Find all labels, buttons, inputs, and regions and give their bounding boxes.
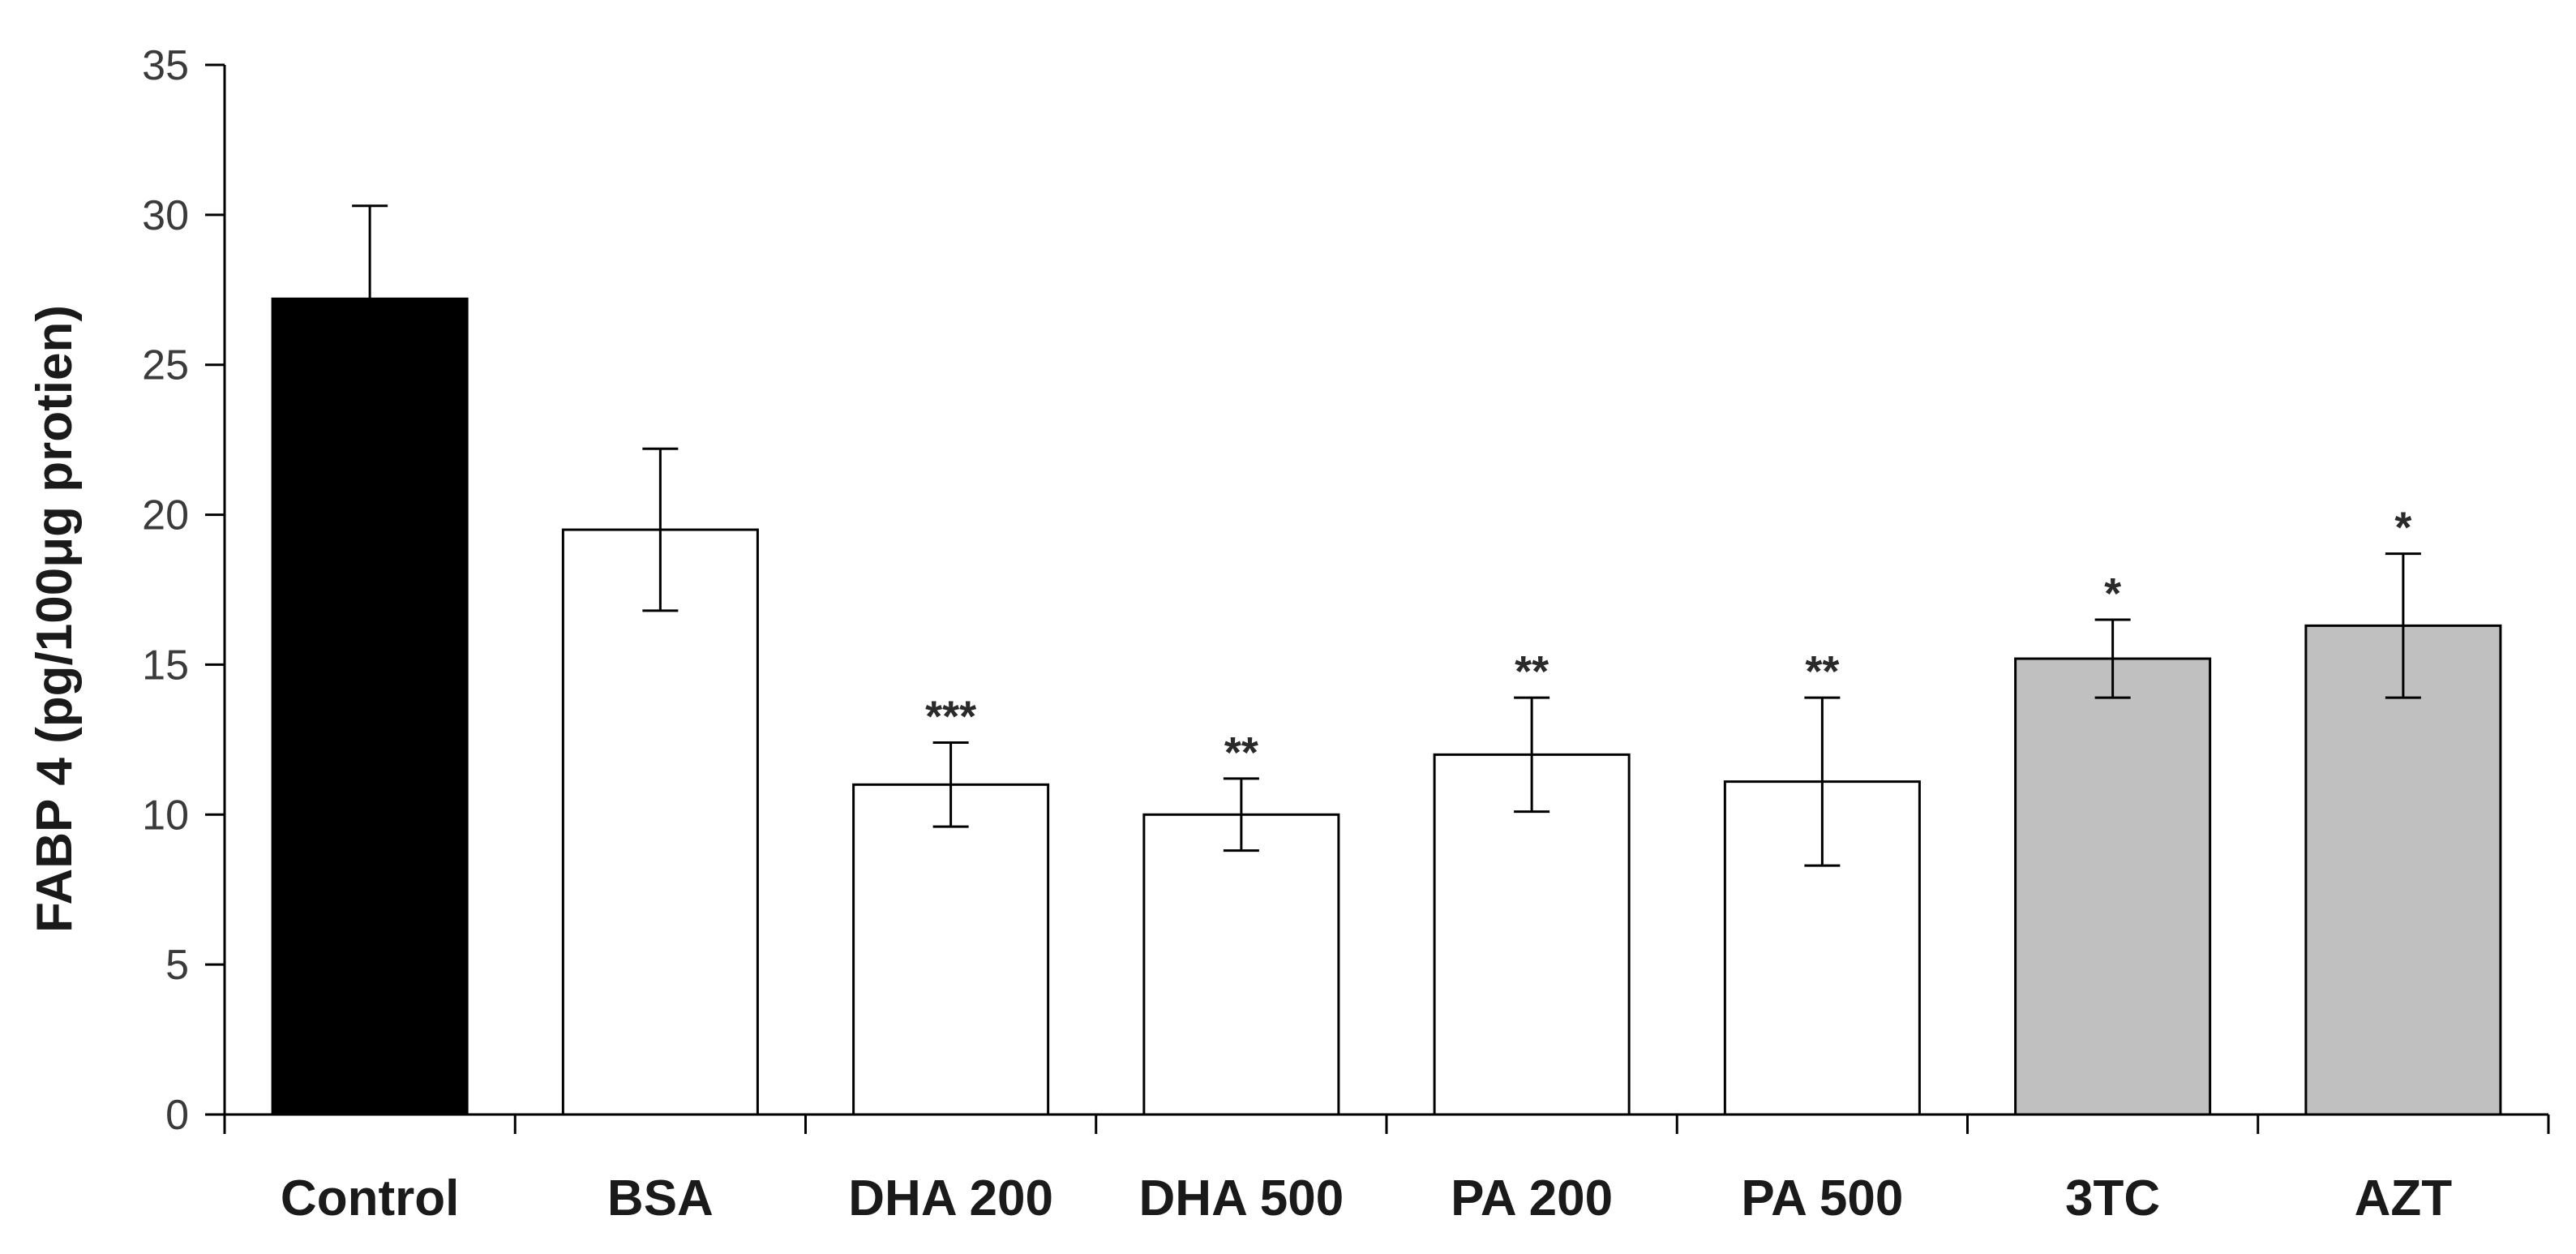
x-tick-label: DHA 200 — [848, 1170, 1053, 1226]
significance-marker: ** — [1224, 728, 1258, 777]
bar-bsa — [561, 528, 759, 1116]
y-tick-label: 30 — [142, 192, 189, 239]
bar-azt — [2304, 624, 2502, 1116]
significance-marker: * — [2394, 504, 2411, 552]
y-tick-label: 0 — [165, 1092, 189, 1139]
bar-dha-200 — [852, 783, 1050, 1116]
bar-3tc — [2014, 657, 2212, 1116]
bar-control — [271, 297, 469, 1116]
x-tick-label: 3TC — [2065, 1170, 2160, 1226]
x-tick-label: DHA 500 — [1139, 1170, 1344, 1226]
y-tick-label: 15 — [142, 642, 189, 689]
y-tick-label: 10 — [142, 792, 189, 839]
y-tick-label: 20 — [142, 492, 189, 539]
significance-marker: *** — [925, 693, 976, 741]
bar-dha-500 — [1142, 813, 1340, 1116]
significance-marker: ** — [1805, 647, 1839, 696]
significance-marker: ** — [1515, 647, 1549, 696]
significance-marker: * — [2104, 569, 2121, 618]
bar-pa-200 — [1433, 753, 1631, 1116]
x-tick-label: PA 200 — [1451, 1170, 1613, 1226]
x-tick-label: AZT — [2355, 1170, 2453, 1226]
x-tick-label: Control — [281, 1170, 459, 1226]
y-tick-label: 5 — [165, 942, 189, 989]
y-tick-label: 35 — [142, 42, 189, 89]
y-tick-label: 25 — [142, 342, 189, 389]
x-tick-label: PA 500 — [1741, 1170, 1903, 1226]
y-axis-label: FABP 4 (pg/100μg protien) — [27, 305, 83, 933]
x-tick-label: BSA — [607, 1170, 714, 1226]
